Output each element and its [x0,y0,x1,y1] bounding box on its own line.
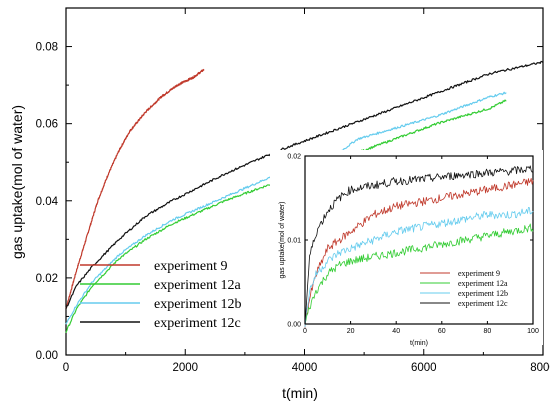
inset-series-2-line [304,223,534,324]
inset-x-tick-label: 60 [438,328,446,335]
main-y-tick-label: 0.04 [36,196,59,208]
inset-x-tick-label: 0 [303,328,307,335]
main-x-axis-title: t(min) [282,385,318,401]
inset-plot: 0 20 40 60 80 100 0.00 0.01 0.02 t(min) gas upta… [270,150,543,347]
inset-legend-label-2: experiment 12a [458,279,508,288]
inset-y-tick-label: 0.02 [287,154,301,161]
main-x-tick-label: 2000 [172,362,198,374]
inset-series-3-line [304,206,534,328]
main-legend-label-2: experiment 12a [154,278,241,293]
inset-y-tick-label: 0.01 [287,238,301,245]
inset-y-tick-label: 0.00 [287,322,301,329]
main-legend: experiment 9 experiment 12a experiment 12b… [80,259,241,331]
main-x-tick-label: 6000 [411,362,437,374]
inset-x-tick-label: 80 [484,328,492,335]
main-y-tick-label: 0.06 [36,119,58,131]
main-legend-label-3: experiment 12b [154,297,241,312]
inset-series-4-line [304,165,534,324]
inset-series-group [304,165,534,329]
main-series-4-line [65,60,544,310]
inset-legend-label-1: experiment 9 [458,269,500,278]
inset-x-tick-label: 100 [527,328,539,335]
inset-legend-label-4: experiment 12c [458,299,508,308]
main-legend-label-1: experiment 9 [154,259,227,274]
main-legend-label-4: experiment 12c [154,316,241,331]
main-y-tick-label: 0.02 [36,273,58,285]
main-series-1-line [65,68,205,310]
inset-ticks-group: 0 20 40 60 80 100 0.00 0.01 0.02 [287,154,539,336]
main-y-tick-label: 0.00 [36,350,58,362]
inset-legend-label-3: experiment 12b [458,289,508,298]
main-y-tick-label: 0.08 [36,42,58,54]
inset-y-axis-title: gas uptake(mol of water) [279,201,286,278]
inset-x-axis-title: t(min) [410,340,428,347]
main-x-tick-label: 4000 [292,362,318,374]
inset-x-tick-label: 20 [347,328,355,335]
inset-series-1-line [304,178,534,329]
main-x-tick-label: 0 [63,362,69,374]
main-y-axis-title: gas uptake(mol of water) [9,105,25,259]
inset-x-tick-label: 40 [392,328,400,335]
